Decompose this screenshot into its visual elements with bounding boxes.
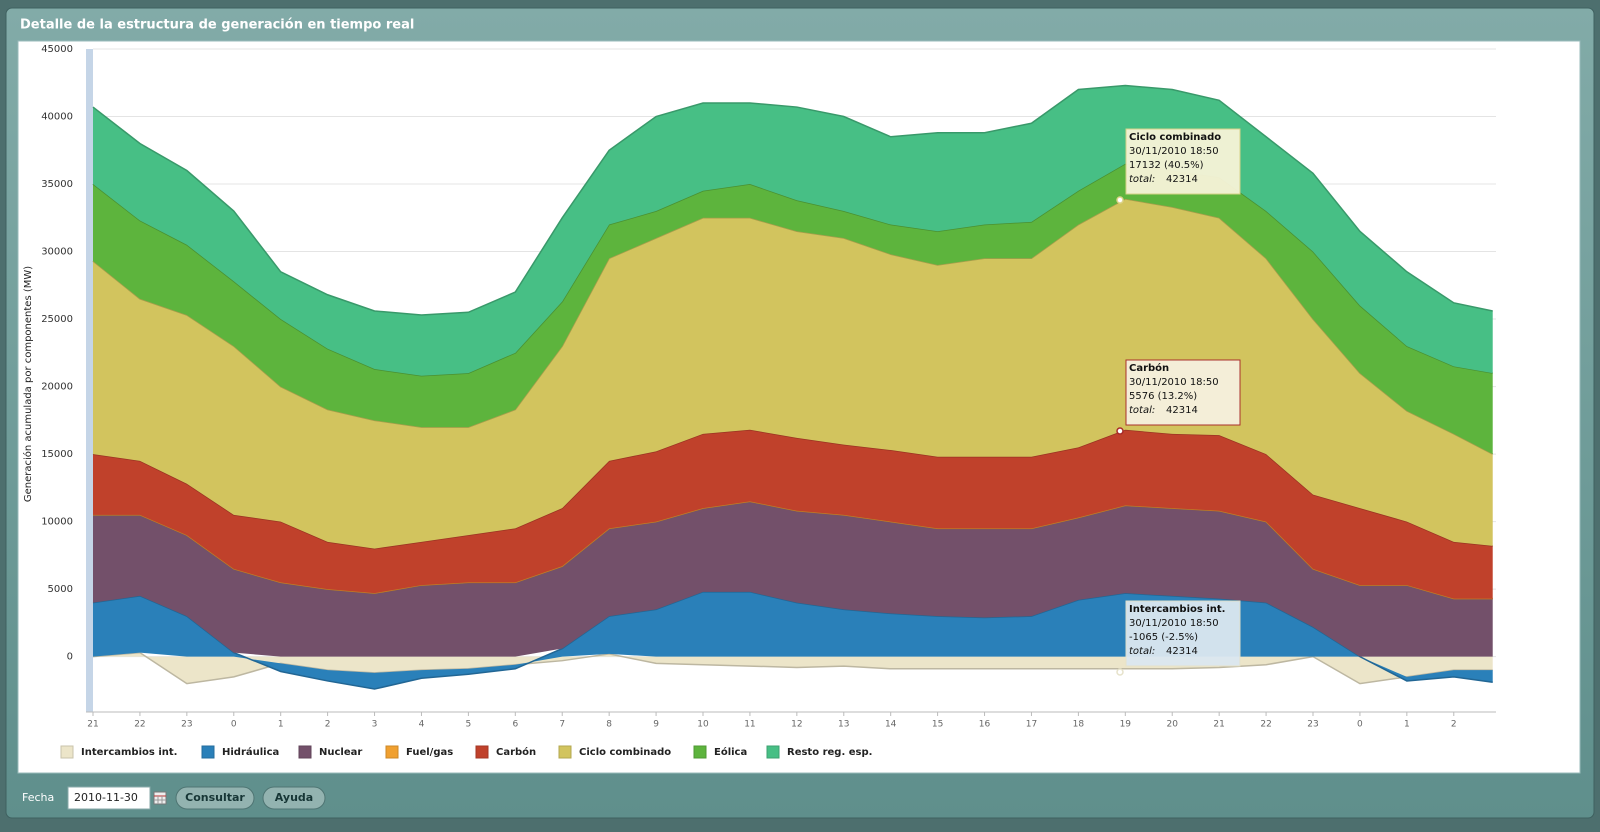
button-label: Consultar	[185, 791, 245, 804]
x-tick-label: 11	[744, 720, 755, 730]
x-tick-label: 19	[1120, 720, 1132, 730]
x-tick-label: 10	[697, 720, 709, 730]
tooltip-box	[1125, 359, 1241, 426]
x-tick-label: 14	[885, 720, 897, 730]
x-tick-label: 22	[1260, 720, 1271, 730]
x-tick-label: 17	[1026, 720, 1037, 730]
x-tick-label: 0	[1357, 720, 1363, 730]
ayuda-button[interactable]	[262, 786, 326, 810]
x-tick-label: 21	[87, 720, 98, 730]
calendar-icon[interactable]	[153, 791, 167, 805]
x-tick-label: 23	[1307, 720, 1318, 730]
legend-swatch	[298, 745, 312, 759]
y-tick-label: 0	[67, 652, 73, 663]
window-title: Detalle de la estructura de generación e…	[20, 18, 414, 33]
x-tick-label: 1	[278, 720, 284, 730]
y-tick-label: 10000	[41, 517, 73, 528]
y-tick-label: 35000	[41, 179, 73, 190]
legend-swatch	[385, 745, 399, 759]
tooltip-total-label: total:	[1129, 174, 1155, 185]
tooltip-total: 42314	[1166, 646, 1198, 657]
legend-label: Carbón	[496, 746, 536, 758]
area-edge	[92, 84, 1493, 316]
tooltip-point	[1116, 427, 1124, 435]
x-tick-label: 16	[979, 720, 991, 730]
y-axis-label: Generación acumulada por componentes (MW…	[22, 266, 34, 502]
legend-swatch	[693, 745, 707, 759]
tooltip-value: 17132 (40.5%)	[1129, 160, 1204, 171]
area	[93, 198, 1493, 549]
x-tick-label: 0	[231, 720, 237, 730]
x-tick-label: 1	[1404, 720, 1410, 730]
x-tick-label: 9	[653, 720, 659, 730]
x-tick-label: 23	[181, 720, 192, 730]
x-tick-label: 21	[1213, 720, 1224, 730]
consultar-button[interactable]	[175, 786, 255, 810]
tooltip-point	[1116, 668, 1124, 676]
x-tick-label: 5	[466, 720, 472, 730]
x-tick-label: 3	[372, 720, 378, 730]
x-tick-label: 2	[1451, 720, 1457, 730]
x-tick-label: 12	[791, 720, 802, 730]
y-tick-label: 15000	[41, 449, 73, 460]
x-tick-label: 13	[838, 720, 849, 730]
x-tick-label: 4	[419, 720, 425, 730]
legend-label: Intercambios int.	[81, 747, 177, 758]
y-tick-label: 25000	[41, 314, 73, 325]
legend-swatch	[766, 745, 780, 759]
tooltip-total-label: total:	[1129, 405, 1155, 416]
legend-swatch	[558, 745, 572, 759]
tooltip-total: 42314	[1166, 174, 1198, 185]
x-tick-label: 2	[325, 720, 331, 730]
legend-label: Fuel/gas	[406, 747, 453, 758]
x-tick-label: 7	[559, 720, 565, 730]
button-label: Ayuda	[275, 791, 313, 804]
x-tick-label: 6	[512, 720, 518, 730]
tooltip-date: 30/11/2010 18:50	[1129, 146, 1219, 157]
legend-label: Resto reg. esp.	[787, 747, 872, 758]
x-tick-label: 22	[134, 720, 145, 730]
y-tick-label: 45000	[41, 44, 73, 55]
date-input[interactable]	[67, 786, 151, 810]
tooltip-point	[1116, 196, 1124, 204]
area	[93, 163, 1493, 455]
legend-label: Ciclo combinado	[579, 747, 671, 758]
tooltip-date: 30/11/2010 18:50	[1129, 377, 1219, 388]
y-tick-label: 5000	[48, 584, 73, 595]
legend-label: Eólica	[714, 746, 747, 758]
legend-label: Nuclear	[319, 747, 362, 758]
legend-label: Hidráulica	[222, 746, 279, 758]
tooltip-total: 42314	[1166, 405, 1198, 416]
tooltip-date: 30/11/2010 18:50	[1129, 618, 1219, 629]
tooltip-total-label: total:	[1129, 646, 1155, 657]
y-tick-label: 20000	[41, 382, 73, 393]
tooltip-box	[1125, 600, 1241, 667]
area	[93, 429, 1493, 599]
legend-swatch	[475, 745, 489, 759]
legend-swatch	[60, 745, 74, 759]
y-axis-band	[86, 49, 93, 712]
tooltip-box	[1125, 128, 1241, 195]
legend-swatch	[201, 745, 215, 759]
y-tick-label: 30000	[41, 247, 73, 258]
tooltip-title: Ciclo combinado	[1129, 132, 1221, 143]
date-label: Fecha	[22, 791, 54, 804]
x-tick-label: 8	[606, 720, 612, 730]
date-value: 2010-11-30	[74, 791, 138, 804]
tooltip-title: Carbón	[1129, 362, 1169, 374]
area	[93, 501, 1493, 657]
tooltip-value: -1065 (-2.5%)	[1129, 632, 1198, 643]
x-tick-label: 15	[932, 720, 943, 730]
tooltip-title: Intercambios int.	[1129, 604, 1225, 615]
y-tick-label: 40000	[41, 112, 73, 123]
x-tick-label: 18	[1073, 720, 1085, 730]
tooltip-value: 5576 (13.2%)	[1129, 391, 1197, 402]
x-tick-label: 20	[1167, 720, 1179, 730]
